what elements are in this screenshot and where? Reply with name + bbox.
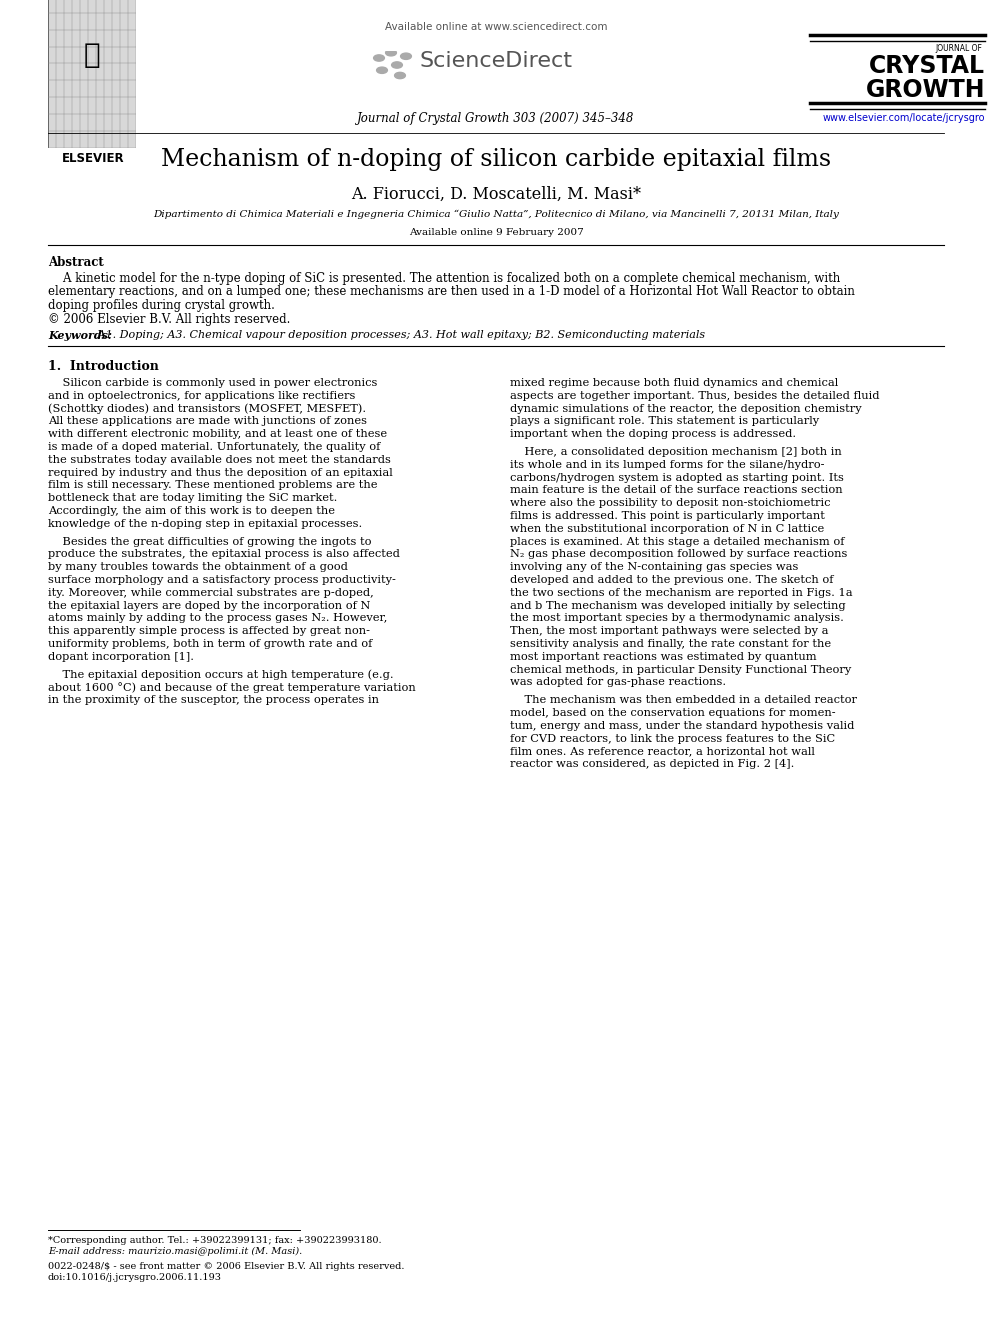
Text: most important reactions was estimated by quantum: most important reactions was estimated b…	[510, 652, 816, 662]
Text: where also the possibility to deposit non-stoichiometric: where also the possibility to deposit no…	[510, 499, 830, 508]
Text: doi:10.1016/j.jcrysgro.2006.11.193: doi:10.1016/j.jcrysgro.2006.11.193	[48, 1273, 222, 1282]
Text: A. Fiorucci, D. Moscatelli, M. Masi*: A. Fiorucci, D. Moscatelli, M. Masi*	[351, 187, 641, 202]
Text: (Schottky diodes) and transistors (MOSFET, MESFET).: (Schottky diodes) and transistors (MOSFE…	[48, 404, 366, 414]
Text: dynamic simulations of the reactor, the deposition chemistry: dynamic simulations of the reactor, the …	[510, 404, 862, 414]
Text: required by industry and thus the deposition of an epitaxial: required by industry and thus the deposi…	[48, 467, 393, 478]
Text: © 2006 Elsevier B.V. All rights reserved.: © 2006 Elsevier B.V. All rights reserved…	[48, 312, 291, 325]
Text: its whole and in its lumped forms for the silane/hydro-: its whole and in its lumped forms for th…	[510, 460, 824, 470]
Text: Then, the most important pathways were selected by a: Then, the most important pathways were s…	[510, 626, 828, 636]
Text: JOURNAL OF: JOURNAL OF	[935, 44, 982, 53]
Text: produce the substrates, the epitaxial process is also affected: produce the substrates, the epitaxial pr…	[48, 549, 400, 560]
Text: The mechanism was then embedded in a detailed reactor: The mechanism was then embedded in a det…	[510, 695, 857, 705]
Text: dopant incorporation [1].: dopant incorporation [1].	[48, 652, 194, 662]
Text: Available online at www.sciencedirect.com: Available online at www.sciencedirect.co…	[385, 22, 607, 32]
Text: 1.  Introduction: 1. Introduction	[48, 360, 159, 373]
Text: Abstract: Abstract	[48, 255, 104, 269]
Text: places is examined. At this stage a detailed mechanism of: places is examined. At this stage a deta…	[510, 537, 844, 546]
Text: carbons/hydrogen system is adopted as starting point. Its: carbons/hydrogen system is adopted as st…	[510, 472, 844, 483]
Text: developed and added to the previous one. The sketch of: developed and added to the previous one.…	[510, 576, 833, 585]
Text: Silicon carbide is commonly used in power electronics: Silicon carbide is commonly used in powe…	[48, 378, 377, 388]
Text: CRYSTAL: CRYSTAL	[869, 54, 985, 78]
Text: when the substitutional incorporation of N in C lattice: when the substitutional incorporation of…	[510, 524, 824, 533]
Text: Accordingly, the aim of this work is to deepen the: Accordingly, the aim of this work is to …	[48, 505, 335, 516]
Text: involving any of the N-containing gas species was: involving any of the N-containing gas sp…	[510, 562, 799, 573]
Text: knowledge of the n-doping step in epitaxial processes.: knowledge of the n-doping step in epitax…	[48, 519, 362, 529]
Text: Here, a consolidated deposition mechanism [2] both in: Here, a consolidated deposition mechanis…	[510, 447, 842, 456]
Text: this apparently simple process is affected by great non-: this apparently simple process is affect…	[48, 626, 370, 636]
Circle shape	[386, 49, 397, 56]
Text: is made of a doped material. Unfortunately, the quality of: is made of a doped material. Unfortunate…	[48, 442, 380, 452]
Text: for CVD reactors, to link the process features to the SiC: for CVD reactors, to link the process fe…	[510, 733, 835, 744]
Text: ity. Moreover, while commercial substrates are p-doped,: ity. Moreover, while commercial substrat…	[48, 587, 374, 598]
Text: about 1600 °C) and because of the great temperature variation: about 1600 °C) and because of the great …	[48, 683, 416, 693]
Text: important when the doping process is addressed.: important when the doping process is add…	[510, 429, 797, 439]
Text: surface morphology and a satisfactory process productivity-: surface morphology and a satisfactory pr…	[48, 576, 396, 585]
Text: reactor was considered, as depicted in Fig. 2 [4].: reactor was considered, as depicted in F…	[510, 759, 795, 769]
Text: the substrates today available does not meet the standards: the substrates today available does not …	[48, 455, 391, 464]
Text: bottleneck that are today limiting the SiC market.: bottleneck that are today limiting the S…	[48, 493, 337, 503]
Text: and b The mechanism was developed initially by selecting: and b The mechanism was developed initia…	[510, 601, 845, 611]
Text: in the proximity of the susceptor, the process operates in: in the proximity of the susceptor, the p…	[48, 695, 379, 705]
Text: Journal of Crystal Growth 303 (2007) 345–348: Journal of Crystal Growth 303 (2007) 345…	[357, 112, 635, 124]
Text: Keywords:: Keywords:	[48, 329, 112, 341]
Circle shape	[392, 62, 403, 69]
Text: Dipartimento di Chimica Materiali e Ingegneria Chimica “Giulio Natta”, Politecni: Dipartimento di Chimica Materiali e Inge…	[153, 210, 839, 220]
Text: www.elsevier.com/locate/jcrysgro: www.elsevier.com/locate/jcrysgro	[822, 112, 985, 123]
Text: the two sections of the mechanism are reported in Figs. 1a: the two sections of the mechanism are re…	[510, 587, 853, 598]
Text: GROWTH: GROWTH	[865, 78, 985, 102]
Text: Besides the great difficulties of growing the ingots to: Besides the great difficulties of growin…	[48, 537, 371, 546]
Text: 🌿: 🌿	[83, 41, 100, 69]
Text: ELSEVIER: ELSEVIER	[62, 152, 124, 165]
Text: All these applications are made with junctions of zones: All these applications are made with jun…	[48, 417, 367, 426]
Text: the most important species by a thermodynamic analysis.: the most important species by a thermody…	[510, 614, 844, 623]
Text: film ones. As reference reactor, a horizontal hot wall: film ones. As reference reactor, a horiz…	[510, 746, 814, 757]
Text: and in optoelectronics, for applications like rectifiers: and in optoelectronics, for applications…	[48, 390, 355, 401]
Text: sensitivity analysis and finally, the rate constant for the: sensitivity analysis and finally, the ra…	[510, 639, 831, 650]
Text: plays a significant role. This statement is particularly: plays a significant role. This statement…	[510, 417, 819, 426]
Text: A kinetic model for the n-type doping of SiC is presented. The attention is foca: A kinetic model for the n-type doping of…	[48, 273, 840, 284]
Text: aspects are together important. Thus, besides the detailed fluid: aspects are together important. Thus, be…	[510, 390, 880, 401]
Text: tum, energy and mass, under the standard hypothesis valid: tum, energy and mass, under the standard…	[510, 721, 854, 730]
Text: ScienceDirect: ScienceDirect	[420, 52, 572, 71]
Text: atoms mainly by adding to the process gases N₂. However,: atoms mainly by adding to the process ga…	[48, 614, 387, 623]
Text: was adopted for gas-phase reactions.: was adopted for gas-phase reactions.	[510, 677, 726, 688]
Text: elementary reactions, and on a lumped one; these mechanisms are then used in a 1: elementary reactions, and on a lumped on…	[48, 286, 855, 299]
Text: 0022-0248/$ - see front matter © 2006 Elsevier B.V. All rights reserved.: 0022-0248/$ - see front matter © 2006 El…	[48, 1262, 405, 1271]
Text: films is addressed. This point is particularly important: films is addressed. This point is partic…	[510, 511, 825, 521]
Text: main feature is the detail of the surface reactions section: main feature is the detail of the surfac…	[510, 486, 842, 495]
Text: film is still necessary. These mentioned problems are the: film is still necessary. These mentioned…	[48, 480, 378, 491]
Text: with different electronic mobility, and at least one of these: with different electronic mobility, and …	[48, 429, 387, 439]
Text: by many troubles towards the obtainment of a good: by many troubles towards the obtainment …	[48, 562, 348, 573]
Circle shape	[395, 73, 406, 78]
Circle shape	[374, 54, 384, 61]
Text: Available online 9 February 2007: Available online 9 February 2007	[409, 228, 583, 237]
Text: Mechanism of n-doping of silicon carbide epitaxial films: Mechanism of n-doping of silicon carbide…	[161, 148, 831, 171]
Text: The epitaxial deposition occurs at high temperature (e.g.: The epitaxial deposition occurs at high …	[48, 669, 394, 680]
Text: the epitaxial layers are doped by the incorporation of N: the epitaxial layers are doped by the in…	[48, 601, 370, 611]
Text: uniformity problems, both in term of growth rate and of: uniformity problems, both in term of gro…	[48, 639, 372, 650]
Text: *Corresponding author. Tel.: +39022399131; fax: +390223993180.: *Corresponding author. Tel.: +3902239913…	[48, 1236, 382, 1245]
Text: mixed regime because both fluid dynamics and chemical: mixed regime because both fluid dynamics…	[510, 378, 838, 388]
Text: N₂ gas phase decomposition followed by surface reactions: N₂ gas phase decomposition followed by s…	[510, 549, 847, 560]
Circle shape	[401, 53, 412, 60]
Text: A1. Doping; A3. Chemical vapour deposition processes; A3. Hot wall epitaxy; B2. : A1. Doping; A3. Chemical vapour depositi…	[94, 329, 705, 340]
Text: model, based on the conservation equations for momen-: model, based on the conservation equatio…	[510, 708, 835, 718]
Text: doping profiles during crystal growth.: doping profiles during crystal growth.	[48, 299, 275, 312]
Text: E-mail address: maurizio.masi@polimi.it (M. Masi).: E-mail address: maurizio.masi@polimi.it …	[48, 1248, 303, 1256]
Text: chemical methods, in particular Density Functional Theory: chemical methods, in particular Density …	[510, 664, 851, 675]
Circle shape	[377, 67, 388, 73]
